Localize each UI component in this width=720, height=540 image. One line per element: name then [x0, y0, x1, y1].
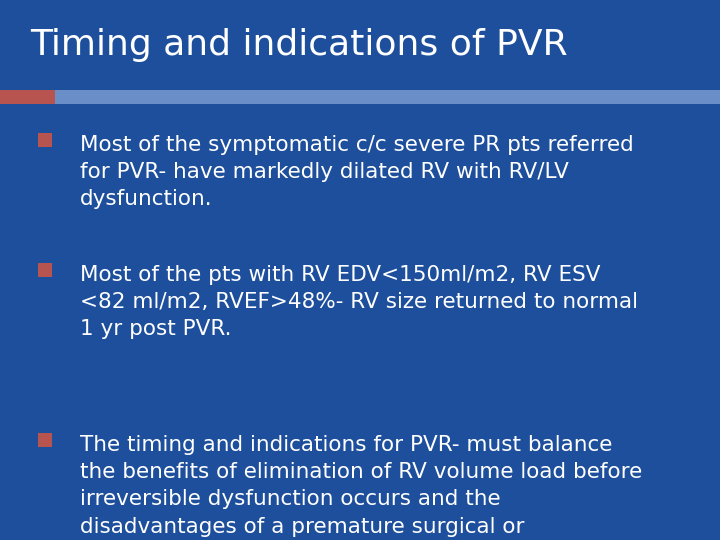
FancyBboxPatch shape — [38, 433, 52, 447]
Text: The timing and indications for PVR- must balance
the benefits of elimination of : The timing and indications for PVR- must… — [80, 435, 642, 540]
FancyBboxPatch shape — [38, 133, 52, 147]
Text: Most of the pts with RV EDV<150ml/m2, RV ESV
<82 ml/m2, RVEF>48%- RV size return: Most of the pts with RV EDV<150ml/m2, RV… — [80, 265, 638, 340]
FancyBboxPatch shape — [38, 263, 52, 277]
Text: Timing and indications of PVR: Timing and indications of PVR — [30, 28, 567, 62]
FancyBboxPatch shape — [0, 90, 55, 104]
FancyBboxPatch shape — [55, 90, 720, 104]
Text: Most of the symptomatic c/c severe PR pts referred
for PVR- have markedly dilate: Most of the symptomatic c/c severe PR pt… — [80, 135, 634, 210]
FancyBboxPatch shape — [0, 0, 720, 90]
